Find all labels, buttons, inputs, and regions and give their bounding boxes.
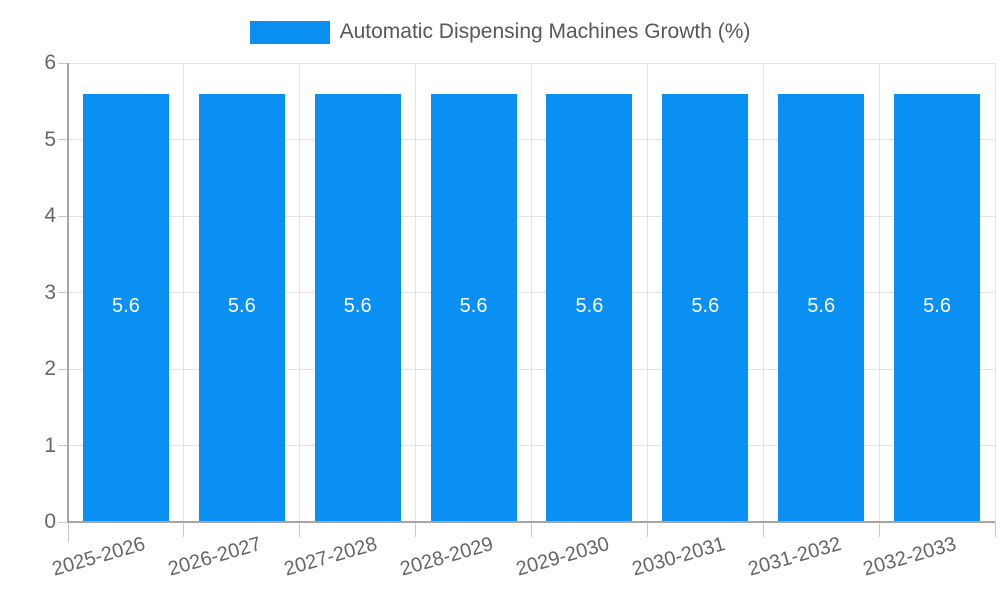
- bar-value-label: 5.6: [575, 294, 604, 317]
- x-tick-label: 2026-2027: [165, 533, 264, 581]
- y-axis-tick: [58, 62, 68, 64]
- y-axis-tick: [58, 368, 68, 370]
- gridline-vertical: [878, 63, 880, 522]
- bar-value-label: 5.6: [807, 294, 836, 317]
- bar-value-label: 5.6: [227, 294, 256, 317]
- x-axis-tick: [762, 522, 764, 537]
- x-axis-tick: [646, 522, 648, 537]
- x-axis-tick: [183, 522, 185, 537]
- bar[interactable]: [314, 93, 401, 521]
- y-tick-label: 5: [44, 127, 56, 151]
- bar-value-label: 5.6: [923, 294, 951, 317]
- x-axis-line: [68, 521, 995, 523]
- x-axis-tick: [415, 522, 417, 537]
- bar-value-label: 5.6: [112, 294, 140, 317]
- gridline-vertical: [183, 63, 185, 522]
- y-tick-label: 1: [44, 433, 56, 457]
- y-axis-tick: [58, 215, 68, 217]
- y-axis-line: [67, 63, 69, 522]
- x-tick-label: 2029-2030: [513, 533, 612, 581]
- x-tick-label: 2028-2029: [397, 533, 496, 581]
- bar-value-label: 5.6: [459, 294, 488, 317]
- x-axis-tick: [531, 522, 532, 537]
- bar-value-label: 5.6: [343, 294, 372, 317]
- bar[interactable]: [546, 93, 633, 521]
- y-tick-label: 2: [44, 357, 56, 380]
- x-axis-tick: [67, 522, 69, 542]
- bar-value-label: 5.6: [691, 294, 720, 317]
- x-tick-label: 2027-2028: [281, 533, 380, 581]
- y-tick-label: 4: [44, 204, 56, 227]
- gridline-vertical: [994, 63, 996, 522]
- y-axis-tick: [58, 445, 68, 446]
- legend-swatch-icon[interactable]: [249, 20, 330, 44]
- gridline-vertical: [299, 63, 301, 522]
- gridline-vertical: [415, 63, 417, 522]
- x-axis-tick: [994, 522, 996, 537]
- bar[interactable]: [198, 93, 285, 521]
- y-tick-label: 6: [44, 51, 56, 74]
- y-tick-label: 3: [44, 280, 56, 304]
- legend-label[interactable]: Automatic Dispensing Machines Growth (%): [339, 20, 751, 43]
- gridline-vertical: [762, 63, 764, 522]
- x-axis-tick: [878, 522, 880, 537]
- bar[interactable]: [778, 93, 865, 521]
- y-tick-label: 0: [44, 510, 56, 533]
- bar[interactable]: [662, 93, 749, 521]
- x-axis-tick: [299, 522, 301, 537]
- x-tick-label: 2031-2032: [745, 533, 844, 581]
- legend: Automatic Dispensing Machines Growth (%): [0, 16, 1000, 48]
- x-tick-label: 2030-2031: [629, 533, 728, 581]
- y-axis-tick: [58, 521, 68, 523]
- gridline-vertical: [531, 63, 532, 522]
- x-tick-label: 2032-2033: [861, 533, 960, 581]
- gridline-vertical: [646, 63, 648, 522]
- bar[interactable]: [894, 93, 981, 521]
- bar[interactable]: [430, 93, 517, 521]
- x-tick-label: 2025-2026: [49, 533, 149, 581]
- bar[interactable]: [82, 93, 169, 521]
- y-axis-tick: [58, 139, 68, 140]
- y-axis-tick: [58, 292, 68, 293]
